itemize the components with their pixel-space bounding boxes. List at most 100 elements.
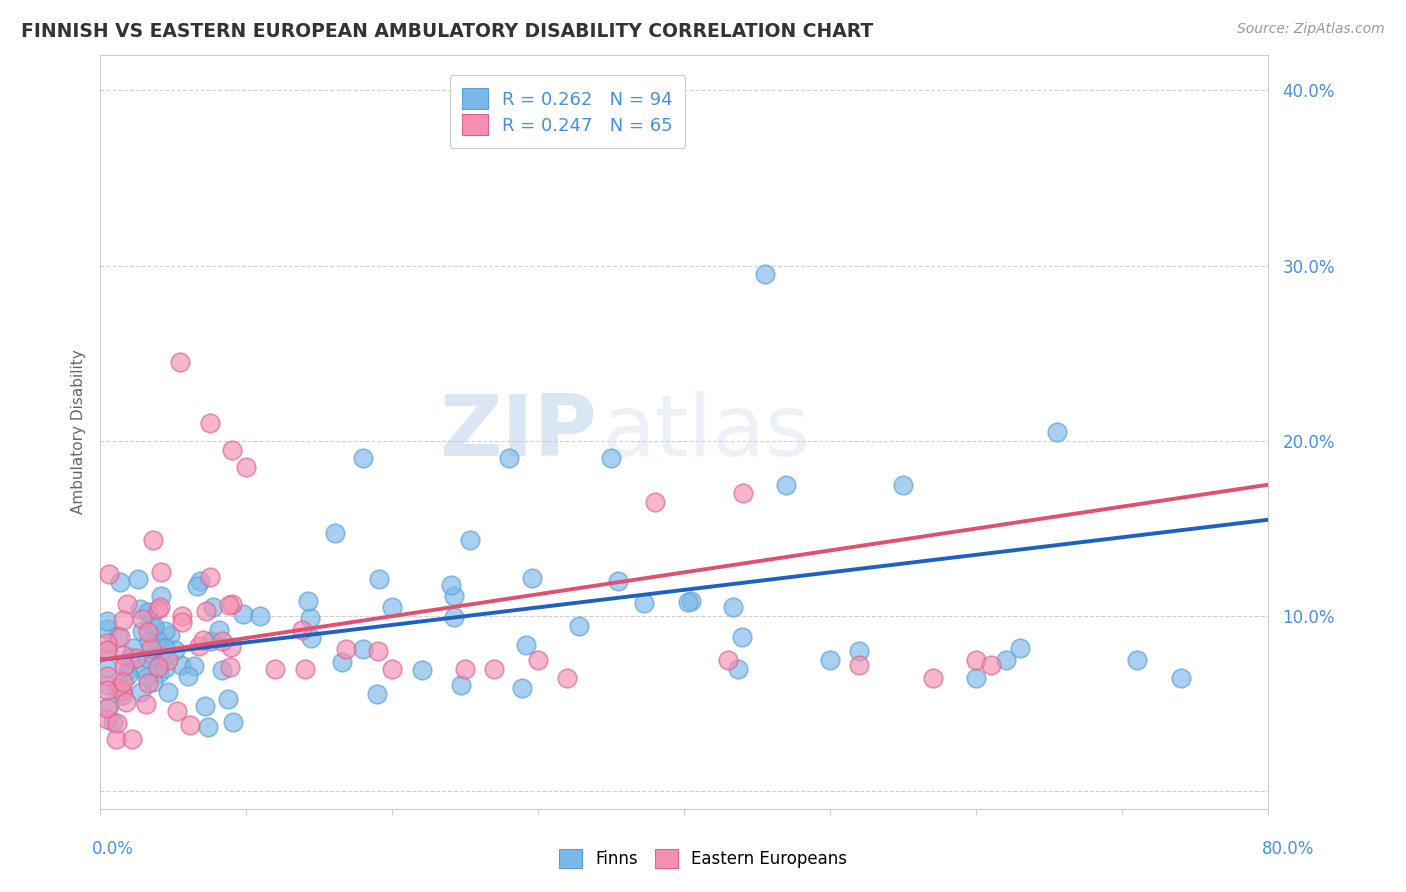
- Legend: Finns, Eastern Europeans: Finns, Eastern Europeans: [553, 842, 853, 875]
- Point: [633, 596, 655, 610]
- Point: [121, 731, 143, 746]
- Point: [994, 653, 1017, 667]
- Point: [146, 659, 169, 673]
- Point: [112, 613, 135, 627]
- Point: [727, 662, 749, 676]
- Point: [323, 525, 346, 540]
- Point: [148, 665, 170, 680]
- Point: [198, 417, 221, 431]
- Point: [332, 655, 354, 669]
- Point: [411, 664, 433, 678]
- Point: [146, 602, 169, 616]
- Point: [294, 662, 316, 676]
- Point: [150, 654, 173, 668]
- Point: [101, 714, 124, 729]
- Point: [135, 650, 157, 665]
- Point: [111, 684, 134, 698]
- Point: [122, 640, 145, 655]
- Point: [232, 607, 254, 621]
- Point: [510, 681, 533, 695]
- Point: [159, 628, 181, 642]
- Text: Source: ZipAtlas.com: Source: ZipAtlas.com: [1237, 22, 1385, 37]
- Point: [136, 605, 159, 619]
- Point: [170, 615, 193, 629]
- Point: [527, 653, 550, 667]
- Point: [142, 533, 165, 547]
- Point: [156, 685, 179, 699]
- Point: [368, 572, 391, 586]
- Point: [335, 642, 357, 657]
- Point: [129, 602, 152, 616]
- Point: [115, 695, 138, 709]
- Point: [131, 612, 153, 626]
- Point: [299, 610, 322, 624]
- Point: [145, 640, 167, 654]
- Point: [96, 643, 118, 657]
- Point: [136, 670, 159, 684]
- Point: [127, 572, 149, 586]
- Point: [96, 643, 118, 657]
- Point: [191, 632, 214, 647]
- Point: [153, 661, 176, 675]
- Point: [291, 624, 314, 638]
- Point: [264, 662, 287, 676]
- Point: [568, 619, 591, 633]
- Point: [676, 595, 699, 609]
- Point: [97, 699, 120, 714]
- Point: [381, 599, 404, 614]
- Point: [221, 597, 243, 611]
- Point: [848, 658, 870, 673]
- Point: [679, 594, 702, 608]
- Point: [557, 671, 579, 685]
- Point: [129, 661, 152, 675]
- Point: [381, 662, 404, 676]
- Point: [179, 718, 201, 732]
- Point: [440, 577, 463, 591]
- Point: [201, 600, 224, 615]
- Y-axis label: Ambulatory Disability: Ambulatory Disability: [72, 350, 86, 515]
- Point: [443, 589, 465, 603]
- Point: [235, 460, 257, 475]
- Point: [118, 649, 141, 664]
- Point: [367, 644, 389, 658]
- Point: [149, 589, 172, 603]
- Point: [112, 688, 135, 702]
- Point: [221, 442, 243, 457]
- Point: [96, 614, 118, 628]
- Point: [112, 648, 135, 662]
- Point: [169, 658, 191, 673]
- Point: [450, 678, 472, 692]
- Point: [153, 624, 176, 638]
- Point: [96, 678, 118, 692]
- Point: [105, 731, 128, 746]
- Point: [110, 680, 132, 694]
- Point: [142, 649, 165, 664]
- Point: [297, 594, 319, 608]
- Point: [112, 674, 135, 689]
- Point: [965, 653, 987, 667]
- Point: [607, 574, 630, 589]
- Point: [188, 574, 211, 588]
- Point: [146, 633, 169, 648]
- Point: [520, 571, 543, 585]
- Point: [207, 623, 229, 637]
- Legend: R = 0.262   N = 94, R = 0.247   N = 65: R = 0.262 N = 94, R = 0.247 N = 65: [450, 76, 685, 148]
- Point: [149, 599, 172, 614]
- Point: [163, 643, 186, 657]
- Point: [156, 653, 179, 667]
- Point: [136, 625, 159, 640]
- Point: [138, 634, 160, 648]
- Text: atlas: atlas: [603, 391, 810, 474]
- Point: [515, 638, 537, 652]
- Point: [965, 671, 987, 685]
- Point: [96, 712, 118, 726]
- Point: [299, 631, 322, 645]
- Point: [198, 570, 221, 584]
- Point: [219, 660, 242, 674]
- Point: [980, 658, 1002, 673]
- Point: [820, 653, 842, 667]
- Point: [218, 599, 240, 613]
- Point: [155, 641, 177, 656]
- Point: [217, 691, 239, 706]
- Point: [754, 267, 776, 281]
